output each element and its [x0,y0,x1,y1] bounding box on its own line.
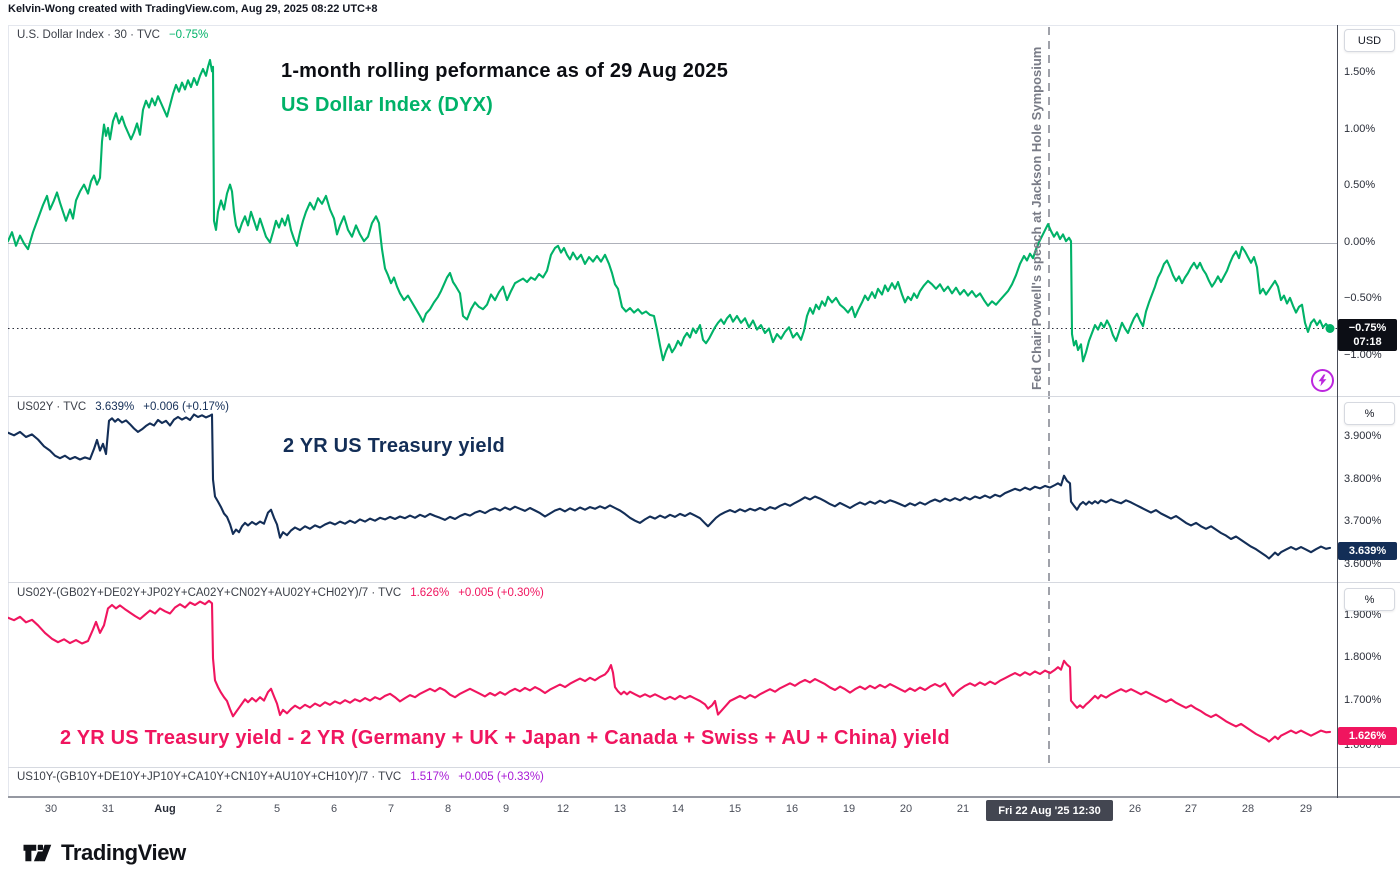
legend-spread10y-change: +0.005 (+0.33%) [458,771,544,783]
price-axis-unit-button-pct-1[interactable]: % [1344,402,1395,425]
price-tick-dxy: 1.00% [1344,123,1376,135]
time-tick-aug: Aug [154,803,176,815]
time-tick-13: 13 [613,803,627,815]
lightning-bolt-icon [1318,374,1327,387]
price-tick-dxy: 0.00% [1344,236,1376,248]
legend-us02y[interactable]: US02Y · TVC 3.639% +0.006 (+0.17%) [17,401,229,413]
time-tick-9: 9 [502,803,510,815]
legend-spread02y[interactable]: US02Y-(GB02Y+DE02Y+JP02Y+CA02Y+CN02Y+AU0… [17,587,544,599]
price-tick-dxy: 1.50% [1344,66,1376,78]
price-tick-us02y: 3.600% [1344,558,1382,570]
pane-separator-3[interactable] [8,767,1400,768]
time-tick-8: 8 [444,803,452,815]
time-axis-border [8,796,1400,798]
time-tick-15: 15 [728,803,742,815]
time-tick-31: 31 [101,803,115,815]
time-tick-12: 12 [556,803,570,815]
pane-separator-2[interactable] [8,582,1400,583]
price-tick-spread02y: 1.800% [1344,651,1382,663]
legend-spread10y-symbol: US10Y-(GB10Y+DE10Y+JP10Y+CA10Y+CN10Y+AU1… [17,771,402,783]
time-axis[interactable]: Fri 22 Aug '25 12:30 30 31 Aug 2 5 6 7 8 9 12 13 14… [0,798,1400,827]
legend-spread10y-value: 1.517% [410,771,450,783]
credit-line: Kelvin-Wong created with TradingView.com… [8,3,378,15]
time-tick-30: 30 [44,803,58,815]
legend-us02y-change: +0.006 (+0.17%) [143,401,229,413]
legend-us02y-symbol: US02Y · TVC [17,401,87,413]
price-tick-us02y: 3.800% [1344,473,1382,485]
price-tick-dxy: −0.50% [1344,292,1382,304]
pane1-title: 1-month rolling peformance as of 29 Aug … [281,60,729,82]
chart-canvas[interactable] [0,25,1400,827]
legend-spread02y-change: +0.005 (+0.30%) [458,587,544,599]
price-badge-dxy-value: −0.75% [1348,322,1387,334]
time-tick-6: 6 [330,803,338,815]
price-tick-spread02y: 1.900% [1344,609,1382,621]
time-tick-29: 29 [1299,803,1313,815]
tradingview-logo-icon [23,844,52,862]
price-badge-spread02y-value: 1.626% [1348,730,1387,742]
legend-dxy-value: −0.75% [168,29,209,41]
legend-dxy[interactable]: U.S. Dollar Index · 30 · TVC −0.75% [17,29,208,41]
time-tick-20: 20 [899,803,913,815]
price-axis-unit-button-pct-2[interactable]: % [1344,588,1395,611]
time-tick-21: 21 [956,803,970,815]
price-tick-dxy: 0.50% [1344,179,1376,191]
jackson-hole-vline-label: Fed Chair Powell's speech at Jackson Hol… [1029,46,1044,390]
time-tick-26: 26 [1128,803,1142,815]
boost-lightning-icon[interactable] [1311,369,1334,392]
price-badge-us02y: 3.639% [1338,542,1397,560]
tradingview-brand-name: TradingView [61,840,186,865]
legend-us02y-value: 3.639% [95,401,135,413]
time-tick-7: 7 [387,803,395,815]
time-tick-27: 27 [1184,803,1198,815]
legend-spread02y-value: 1.626% [410,587,450,599]
price-tick-us02y: 3.700% [1344,515,1382,527]
price-badge-spread02y: 1.626% [1338,727,1397,745]
pane2-title: 2 YR US Treasury yield [283,435,505,457]
time-axis-event-badge: Fri 22 Aug '25 12:30 [986,800,1113,821]
chart-left-border [8,25,9,796]
time-tick-2: 2 [215,803,223,815]
pane3-annotation: 2 YR US Treasury yield - 2 YR (Germany +… [60,727,950,749]
time-tick-19: 19 [842,803,856,815]
price-axis-border [1337,25,1338,827]
chart-top-border [8,25,1400,26]
legend-dxy-symbol: U.S. Dollar Index · 30 · TVC [17,29,160,41]
price-tick-spread02y: 1.700% [1344,694,1382,706]
price-tick-us02y: 3.900% [1344,430,1382,442]
price-axis[interactable]: USD % % 1.50% 1.00% 0.50% 0.00% −0.50% −1.00%… [1338,25,1400,797]
tradingview-brand: TradingView [22,840,186,866]
legend-spread02y-symbol: US02Y-(GB02Y+DE02Y+JP02Y+CA02Y+CN02Y+AU0… [17,587,402,599]
price-axis-unit-button-usd[interactable]: USD [1344,29,1395,52]
time-tick-16: 16 [785,803,799,815]
pane-separator-1[interactable] [8,396,1400,397]
price-tick-dxy: −1.00% [1344,349,1382,361]
pane1-subtitle: US Dollar Index (DYX) [281,94,494,116]
time-tick-28: 28 [1241,803,1255,815]
price-badge-us02y-value: 3.639% [1348,545,1387,557]
price-badge-dxy-countdown: 07:18 [1353,336,1382,348]
legend-spread10y[interactable]: US10Y-(GB10Y+DE10Y+JP10Y+CA10Y+CN10Y+AU1… [17,771,544,783]
price-badge-dxy: −0.75% 07:18 [1338,319,1397,351]
time-tick-5: 5 [273,803,281,815]
time-tick-14: 14 [671,803,685,815]
